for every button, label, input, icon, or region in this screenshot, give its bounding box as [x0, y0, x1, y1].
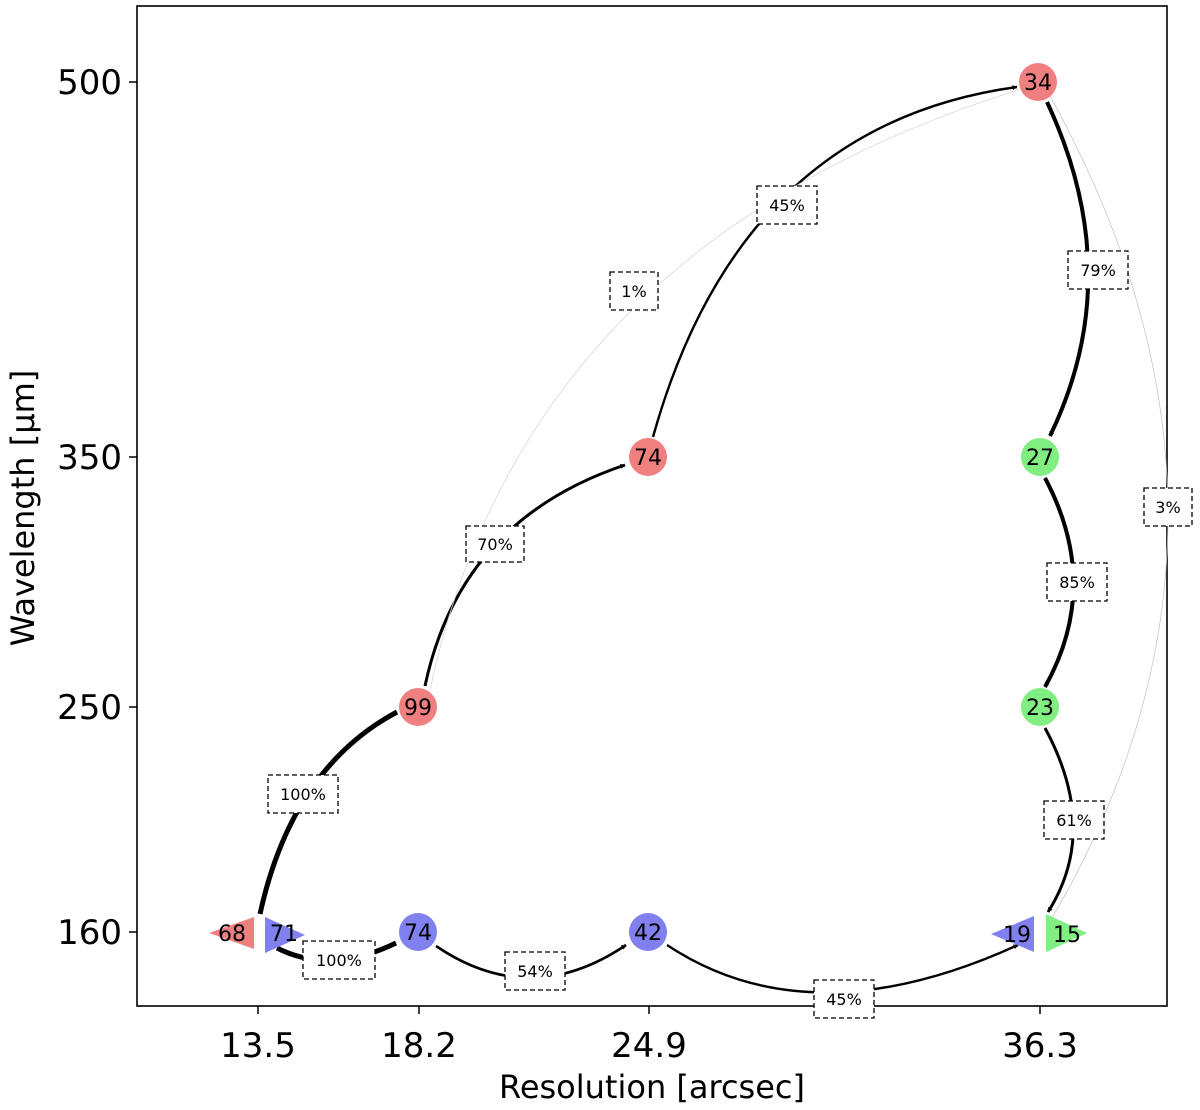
edge-r250-r350 [423, 463, 626, 687]
edge-label-text: 100% [316, 951, 362, 970]
edge-label: 85% [1046, 562, 1108, 602]
edge-label-box [504, 951, 566, 991]
y-tick-label: 250 [57, 688, 122, 728]
node-label: 42 [634, 921, 662, 946]
node-r500 [1019, 63, 1057, 101]
edge-label-box [1046, 562, 1108, 602]
node-label: 34 [1024, 71, 1052, 96]
edge-r250-r500 [429, 89, 1019, 691]
x-tick-label: 24.9 [611, 1026, 687, 1066]
node-label: 23 [1026, 696, 1054, 721]
edge-labels: 100% 70% 45% 1% 100% 54% 45% 79% [267, 185, 1193, 1019]
x-axis: 13.5 18.2 24.9 36.3 Resolution [arcsec] [220, 1006, 1078, 1106]
plot-frame [136, 5, 1168, 1007]
edge-label-box [1067, 250, 1129, 290]
edge-label: 70% [465, 525, 525, 563]
x-tick-label: 13.5 [220, 1026, 296, 1066]
node-label: 19 [1003, 923, 1031, 948]
edge-label: 3% [1143, 487, 1193, 527]
edge-label-box [756, 185, 818, 225]
y-tick-label: 350 [57, 438, 122, 478]
edge-label-text: 45% [769, 196, 805, 215]
node-label: 71 [270, 922, 298, 947]
edge-label: 1% [609, 271, 659, 311]
edge-label-box [813, 979, 875, 1019]
edge-label-box [1043, 800, 1105, 840]
node-b363 [991, 916, 1034, 952]
x-tick-label: 18.2 [381, 1026, 457, 1066]
edge-r350-r500 [651, 85, 1018, 438]
y-tick-label: 500 [57, 63, 122, 103]
y-axis: 500 350 250 160 Wavelength [μm] [4, 63, 137, 953]
edge-label: 45% [756, 185, 818, 225]
node-label: 74 [404, 921, 432, 946]
node-labels: 34 74 99 68 71 74 42 19 27 23 15 [218, 71, 1081, 948]
edge-label: 54% [504, 951, 566, 991]
node-label: 99 [404, 696, 432, 721]
edge-label: 61% [1043, 800, 1105, 840]
edge-label-text: 70% [477, 535, 513, 554]
node-label: 68 [218, 922, 246, 947]
edge-label-box [1143, 487, 1193, 527]
edge-label-text: 45% [826, 990, 862, 1009]
edge-label-box [465, 525, 525, 563]
node-r160 [209, 917, 254, 949]
edge-label-text: 85% [1059, 573, 1095, 592]
edges [257, 85, 1169, 994]
node-b182 [399, 913, 437, 951]
edge-label: 100% [302, 940, 376, 980]
node-r250 [399, 688, 437, 726]
edge-label-text: 1% [621, 282, 646, 301]
edge-label-box [302, 940, 376, 980]
node-r350 [629, 438, 667, 476]
edge-label: 45% [813, 979, 875, 1019]
edge-label-text: 100% [280, 785, 326, 804]
node-label: 74 [634, 446, 662, 471]
edge-label: 79% [1067, 250, 1129, 290]
node-b160a [265, 917, 305, 953]
nodes [209, 63, 1087, 953]
y-axis-title: Wavelength [μm] [4, 370, 42, 647]
node-label: 27 [1026, 446, 1054, 471]
edge-label-text: 61% [1056, 811, 1092, 830]
node-label: 15 [1053, 923, 1081, 948]
node-g350 [1021, 438, 1059, 476]
node-g250 [1021, 688, 1059, 726]
edge-label: 100% [267, 774, 339, 814]
edge-label-box [267, 774, 339, 814]
node-g160 [1046, 914, 1087, 952]
edge-label-text: 3% [1155, 498, 1180, 517]
y-tick-label: 160 [57, 913, 122, 953]
x-tick-label: 36.3 [1002, 1026, 1078, 1066]
edge-label-text: 79% [1080, 261, 1116, 280]
node-b249 [629, 913, 667, 951]
x-axis-title: Resolution [arcsec] [499, 1068, 805, 1106]
edge-label-text: 54% [517, 962, 553, 981]
edge-label-box [609, 271, 659, 311]
